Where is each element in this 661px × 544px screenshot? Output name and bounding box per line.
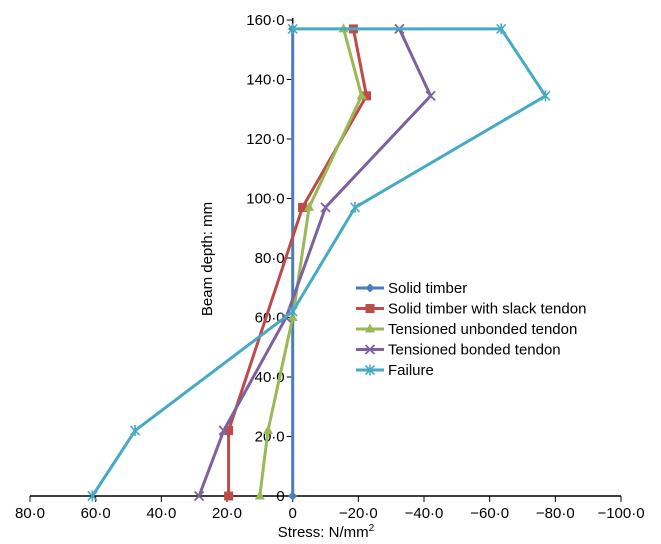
series-solid-timber xyxy=(288,24,298,501)
legend-label: Failure xyxy=(388,362,434,379)
data-point xyxy=(364,344,376,355)
legend-label: Solid timber with slack tendon xyxy=(388,301,586,318)
series-line xyxy=(197,28,433,497)
data-point xyxy=(193,490,205,502)
data-point xyxy=(287,306,298,318)
x-tick-label: 20·0 xyxy=(212,505,242,522)
x-tick-label: −80·0 xyxy=(536,505,575,522)
y-tick-label: 60·0 xyxy=(255,310,285,327)
x-tick-label: −20·0 xyxy=(339,505,378,522)
data-point xyxy=(288,491,298,501)
data-point xyxy=(362,91,372,101)
legend-label: Tensioned bonded tendon xyxy=(388,342,561,359)
x-tick-label: −40·0 xyxy=(405,505,444,522)
legend-label: Solid timber xyxy=(388,280,467,297)
data-point xyxy=(254,490,265,500)
legend-item: Failure xyxy=(356,362,434,379)
y-tick-label: 140·0 xyxy=(246,72,284,89)
y-tick-label: 160·0 xyxy=(246,12,284,29)
x-axis-title-superscript: 2 xyxy=(369,523,375,534)
x-axis-title-text: Stress: N/mm xyxy=(278,524,369,541)
x-axis-title: Stress: N/mm2 xyxy=(278,523,375,541)
data-point xyxy=(320,202,331,213)
y-axis-title: Beam depth: mm xyxy=(199,202,216,316)
data-point xyxy=(365,323,375,333)
data-point xyxy=(304,201,315,211)
x-tick-label: −60·0 xyxy=(470,505,509,522)
data-point xyxy=(263,425,274,435)
legend: Solid timber Solid timber with slack tend… xyxy=(356,280,586,379)
data-point xyxy=(349,201,361,213)
x-tick-label: 60·0 xyxy=(81,505,111,522)
data-point xyxy=(287,23,298,35)
axes xyxy=(29,18,622,502)
series-failure xyxy=(87,23,551,502)
series-solid-timber-with-slack-tendon xyxy=(224,24,372,501)
data-point xyxy=(365,283,375,293)
data-point xyxy=(365,304,375,313)
data-point xyxy=(224,426,234,436)
x-tick-label: 40·0 xyxy=(146,505,176,522)
series-line xyxy=(258,28,364,497)
x-tick-label: 80·0 xyxy=(15,505,45,522)
series-layer xyxy=(87,23,551,502)
data-point xyxy=(298,202,308,212)
y-tick-label: 20·0 xyxy=(255,429,285,446)
legend-label: Tensioned unbonded tendon xyxy=(388,321,577,338)
y-tick-label: 80·0 xyxy=(255,250,285,267)
series-line xyxy=(91,27,547,497)
legend-item: Tensioned unbonded tendon xyxy=(356,321,577,338)
y-tick-label: 120·0 xyxy=(246,131,284,148)
x-tick-label: −100·0 xyxy=(597,505,644,522)
legend-item: Solid timber with slack tendon xyxy=(356,301,586,318)
data-point xyxy=(364,364,376,376)
data-point xyxy=(218,425,229,436)
data-point xyxy=(425,90,436,101)
y-tick-label: 100·0 xyxy=(246,191,284,208)
x-tick-labels: 80·0 60·0 40·0 20·0 0 −20·0 −40·0 −60·0 −80·0 −10… xyxy=(15,505,645,522)
data-point xyxy=(224,491,234,501)
legend-item: Solid timber xyxy=(356,280,467,297)
data-point xyxy=(496,23,507,35)
series-line xyxy=(227,28,368,496)
data-point xyxy=(130,425,141,437)
data-point xyxy=(356,90,367,100)
x-tick-label: 0 xyxy=(288,505,296,522)
legend-item: Tensioned bonded tendon xyxy=(356,342,561,359)
y-tick-label: 0 xyxy=(276,488,284,505)
data-point xyxy=(540,90,551,102)
data-point xyxy=(87,490,98,502)
